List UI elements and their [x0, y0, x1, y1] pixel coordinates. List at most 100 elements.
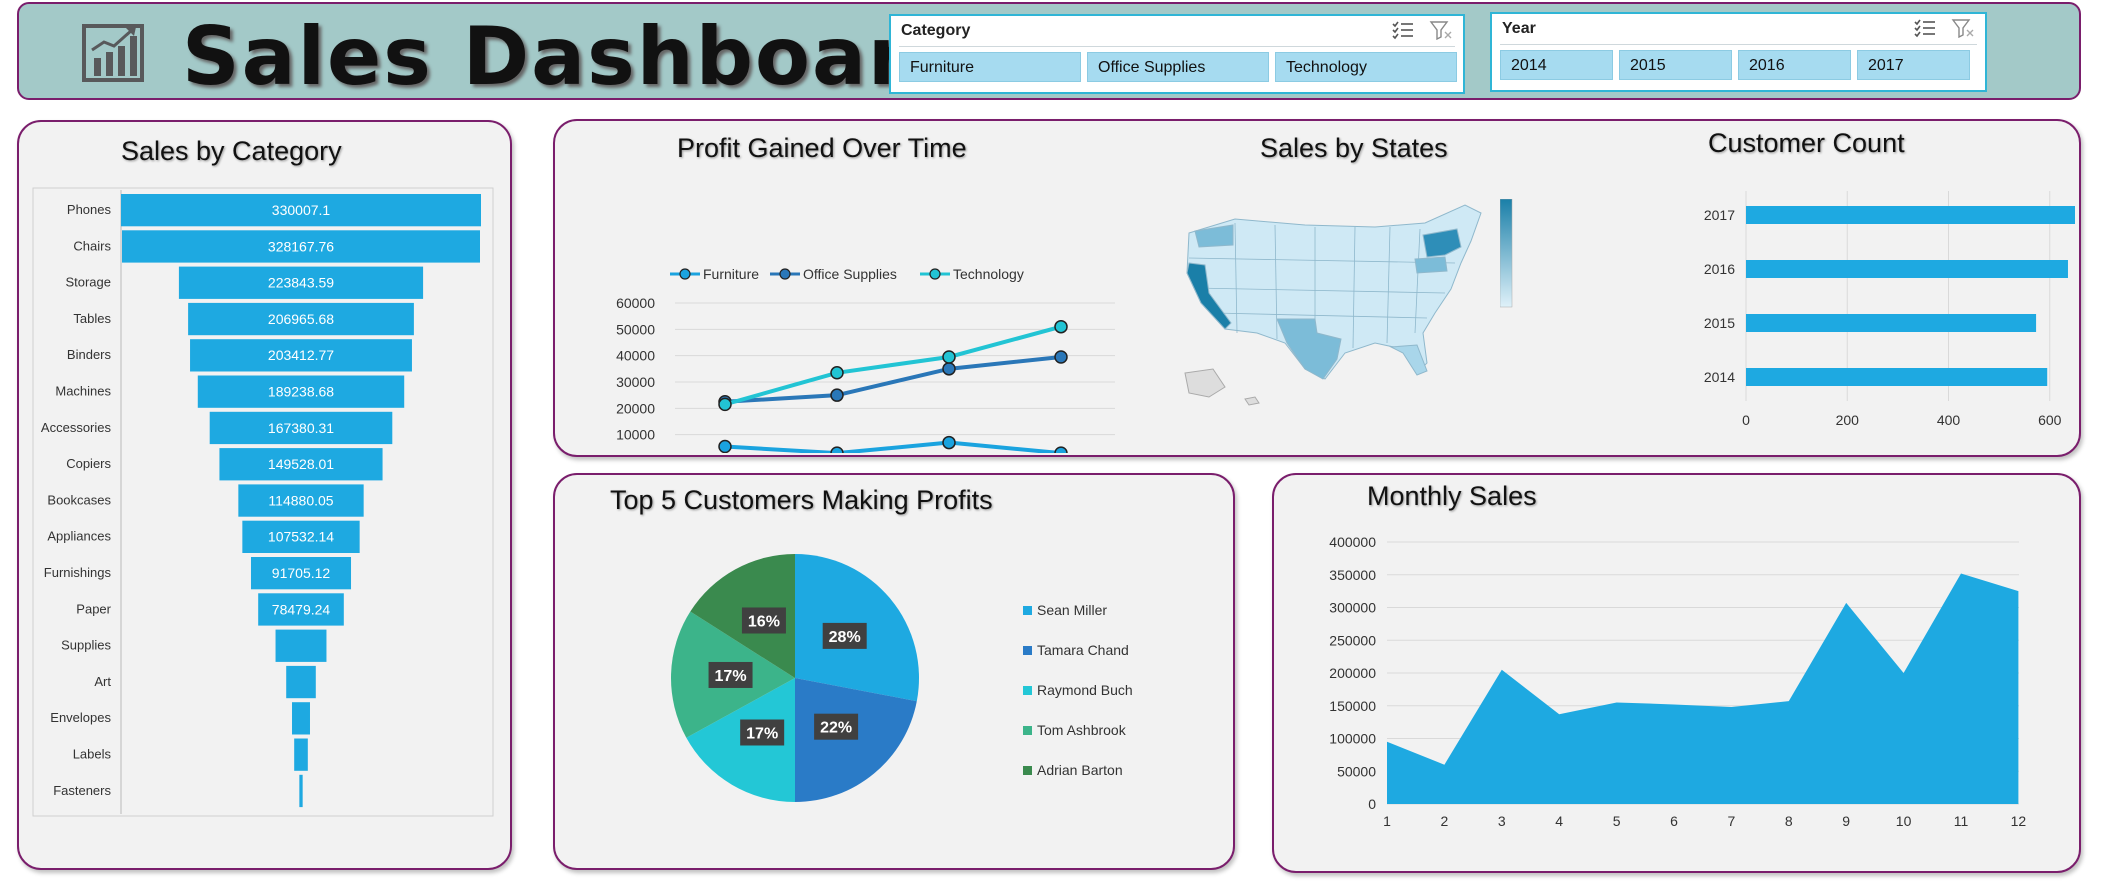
- legend-marker: [679, 268, 691, 280]
- top-customers-chart: 28% 22% 17% 17% 16% Sean Miller Tamara Chand Ra…: [671, 554, 1133, 802]
- multi-select-icon[interactable]: [1913, 18, 1937, 38]
- legend-swatch: [1023, 686, 1032, 695]
- customer-count-title: Customer Count: [1708, 128, 1905, 158]
- legend-marker: [779, 268, 791, 280]
- tick-label: 400000: [1329, 534, 1376, 550]
- tick-label: 10: [1896, 813, 1912, 829]
- tick-label: 9: [1842, 813, 1850, 829]
- sales-by-category-chart: Phones 330007.1 Chairs 328167.76 Storage 2238…: [32, 187, 494, 817]
- legend-label: Raymond Buch: [1037, 682, 1133, 698]
- profit-over-time-title: Profit Gained Over Time: [677, 133, 967, 163]
- bar: [219, 448, 383, 481]
- bar: [188, 302, 414, 336]
- sales-by-category-panel: Sales by Category Phones 330007.1 Chairs 32…: [17, 120, 512, 870]
- top-customers-panel: Top 5 Customers Making Profits 28% 22% 17%…: [553, 473, 1235, 870]
- data-label: 330007.1: [272, 202, 331, 218]
- state-hawaii: [1244, 396, 1260, 406]
- clear-filter-icon[interactable]: [1951, 18, 1975, 38]
- data-label: 78479.24: [272, 601, 331, 617]
- state-texas: [1276, 318, 1342, 380]
- legend-swatch: [1023, 766, 1032, 775]
- data-point: [718, 397, 732, 412]
- chip-furniture[interactable]: Furniture: [899, 52, 1081, 82]
- tick-label: 400: [1937, 412, 1961, 428]
- customer-count-chart: 02004006008002017201620152014: [1704, 191, 2075, 428]
- tick-label: 60000: [616, 295, 655, 311]
- data-point: [1054, 319, 1068, 334]
- tick-label: 150000: [1329, 698, 1376, 714]
- monthly-sales-chart: 0 50000 100000 150000 200000 250000 300000 3500…: [1329, 534, 2027, 829]
- tick-label: 300000: [1329, 600, 1376, 616]
- profit-over-time-chart: 0100002000030000400005000060000201420152…: [616, 266, 1115, 453]
- bar: [1746, 314, 2037, 332]
- tick-label: 11: [1954, 813, 1969, 829]
- tick-label: 2016: [1704, 261, 1735, 277]
- tick-label: 2014: [1704, 369, 1735, 385]
- tick-label: 1: [1383, 813, 1391, 829]
- tick-label: 30000: [616, 374, 655, 390]
- state-florida: [1389, 344, 1428, 376]
- tick-label: Envelopes: [50, 710, 111, 725]
- legend-label: Technology: [953, 266, 1024, 282]
- bar: [275, 629, 327, 662]
- data-label: 206965.68: [268, 311, 334, 327]
- chip-2017[interactable]: 2017: [1857, 50, 1970, 80]
- state-washington: [1194, 224, 1234, 248]
- tick-label: 2015: [1704, 315, 1735, 331]
- data-label: 223843.59: [268, 275, 334, 291]
- us-mainland-shape: [1186, 204, 1482, 380]
- chip-2016[interactable]: 2016: [1738, 50, 1851, 80]
- tick-label: Machines: [55, 384, 111, 399]
- area-series: [1387, 573, 2019, 804]
- tick-label: 0: [1368, 796, 1376, 812]
- tick-label: Accessories: [41, 420, 112, 435]
- data-point: [718, 439, 732, 453]
- slicer-divider: [1500, 44, 1977, 45]
- tick-label: Chairs: [73, 238, 111, 253]
- tick-label: 0: [1742, 412, 1750, 428]
- tick-label: 20000: [616, 400, 655, 416]
- legend-swatch: [1023, 646, 1032, 655]
- data-label: 91705.12: [272, 565, 331, 581]
- data-label: 107532.14: [268, 529, 334, 545]
- legend-swatch: [1023, 606, 1032, 615]
- pie-slice: [795, 678, 917, 802]
- legend-label: Adrian Barton: [1037, 762, 1123, 778]
- data-label: 149528.01: [268, 456, 334, 472]
- data-point: [830, 366, 844, 380]
- chip-technology[interactable]: Technology: [1275, 52, 1457, 82]
- data-label-box: [822, 622, 867, 649]
- bar: [1746, 206, 2075, 224]
- monthly-sales-title: Monthly Sales: [1367, 481, 1537, 511]
- sales-by-states-title: Sales by States: [1260, 133, 1448, 163]
- category-slicer: Category Furniture Office Supplies Techn…: [889, 14, 1465, 94]
- tick-label: 12: [2011, 813, 2027, 829]
- series-line: [724, 324, 1062, 407]
- data-point: [942, 435, 956, 450]
- tick-label: Bookcases: [47, 492, 111, 507]
- tick-label: 7: [1728, 813, 1736, 829]
- chip-2014[interactable]: 2014: [1500, 50, 1613, 80]
- chip-2015[interactable]: 2015: [1619, 50, 1732, 80]
- tick-label: 2017: [1704, 207, 1735, 223]
- bar: [122, 230, 480, 263]
- data-label: 17%: [746, 726, 778, 743]
- bar: [286, 665, 316, 699]
- tick-label: 3: [1498, 813, 1506, 829]
- tick-label: Furnishings: [44, 565, 112, 580]
- state-california: [1186, 262, 1232, 330]
- legend-label: Furniture: [703, 266, 759, 282]
- bar: [258, 593, 344, 626]
- tick-label: Tables: [73, 311, 111, 326]
- clear-filter-icon[interactable]: [1429, 20, 1453, 40]
- tick-label: Paper: [76, 601, 111, 616]
- legend-label: Tamara Chand: [1037, 642, 1129, 658]
- data-label: 328167.76: [268, 238, 334, 254]
- legend-label: Office Supplies: [803, 266, 897, 282]
- data-label: 189238.68: [268, 384, 334, 400]
- data-label: 22%: [820, 720, 852, 737]
- data-label: 28%: [829, 629, 861, 646]
- chip-office-supplies[interactable]: Office Supplies: [1087, 52, 1269, 82]
- year-slicer-title: Year: [1502, 20, 1536, 37]
- multi-select-icon[interactable]: [1391, 20, 1415, 40]
